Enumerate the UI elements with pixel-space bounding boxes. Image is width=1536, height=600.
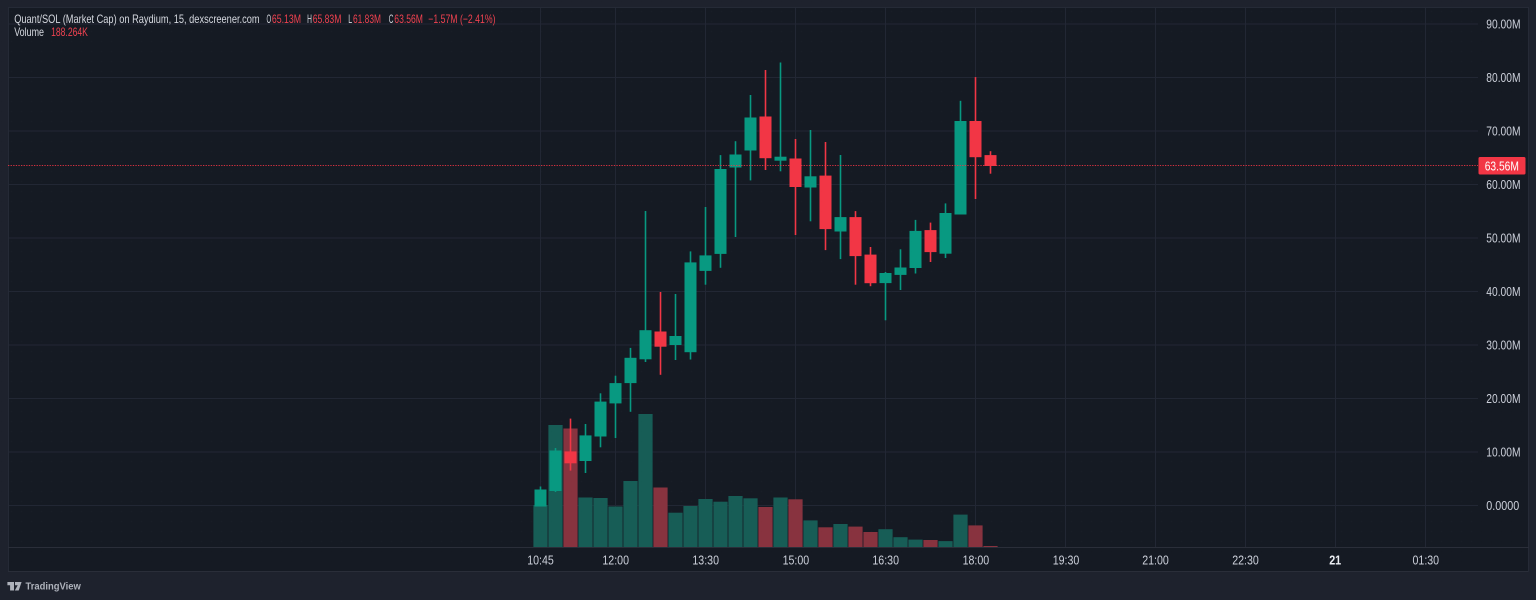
svg-text:19:30: 19:30 (1053, 553, 1080, 568)
svg-text:63.56M: 63.56M (394, 13, 423, 26)
svg-text:−1.57M (−2.41%): −1.57M (−2.41%) (428, 13, 495, 26)
svg-text:10.00M: 10.00M (1486, 444, 1520, 459)
svg-text:188.264K: 188.264K (51, 26, 88, 39)
svg-text:0.0000: 0.0000 (1486, 498, 1519, 513)
svg-text:Quant/SOL (Market Cap) on Rayd: Quant/SOL (Market Cap) on Raydium, 15, d… (14, 13, 259, 26)
svg-text:C: C (389, 13, 394, 26)
svg-text:30.00M: 30.00M (1486, 337, 1520, 352)
svg-text:TradingView: TradingView (26, 582, 81, 593)
svg-text:21:00: 21:00 (1142, 553, 1169, 568)
svg-text:63.56M: 63.56M (1485, 159, 1519, 174)
svg-text:22:30: 22:30 (1232, 553, 1259, 568)
svg-text:90.00M: 90.00M (1486, 16, 1520, 31)
svg-text:80.00M: 80.00M (1486, 70, 1520, 85)
svg-text:21: 21 (1329, 553, 1341, 568)
svg-text:65.83M: 65.83M (313, 13, 342, 26)
svg-text:61.83M: 61.83M (353, 13, 381, 26)
svg-text:L: L (348, 13, 352, 26)
svg-text:20.00M: 20.00M (1486, 391, 1520, 406)
svg-text:60.00M: 60.00M (1486, 177, 1520, 192)
svg-text:13:30: 13:30 (692, 553, 719, 568)
svg-text:65.13M: 65.13M (272, 13, 301, 26)
svg-text:50.00M: 50.00M (1486, 230, 1520, 245)
svg-text:10:45: 10:45 (527, 553, 554, 568)
svg-text:12:00: 12:00 (602, 553, 629, 568)
svg-text:16:30: 16:30 (872, 553, 899, 568)
svg-text:O: O (267, 13, 272, 26)
svg-text:H: H (307, 13, 312, 26)
svg-text:40.00M: 40.00M (1486, 284, 1520, 299)
svg-text:70.00M: 70.00M (1486, 123, 1520, 138)
svg-text:Volume: Volume (14, 26, 44, 39)
svg-text:18:00: 18:00 (963, 553, 990, 568)
svg-text:15:00: 15:00 (783, 553, 810, 568)
svg-text:01:30: 01:30 (1413, 553, 1440, 568)
